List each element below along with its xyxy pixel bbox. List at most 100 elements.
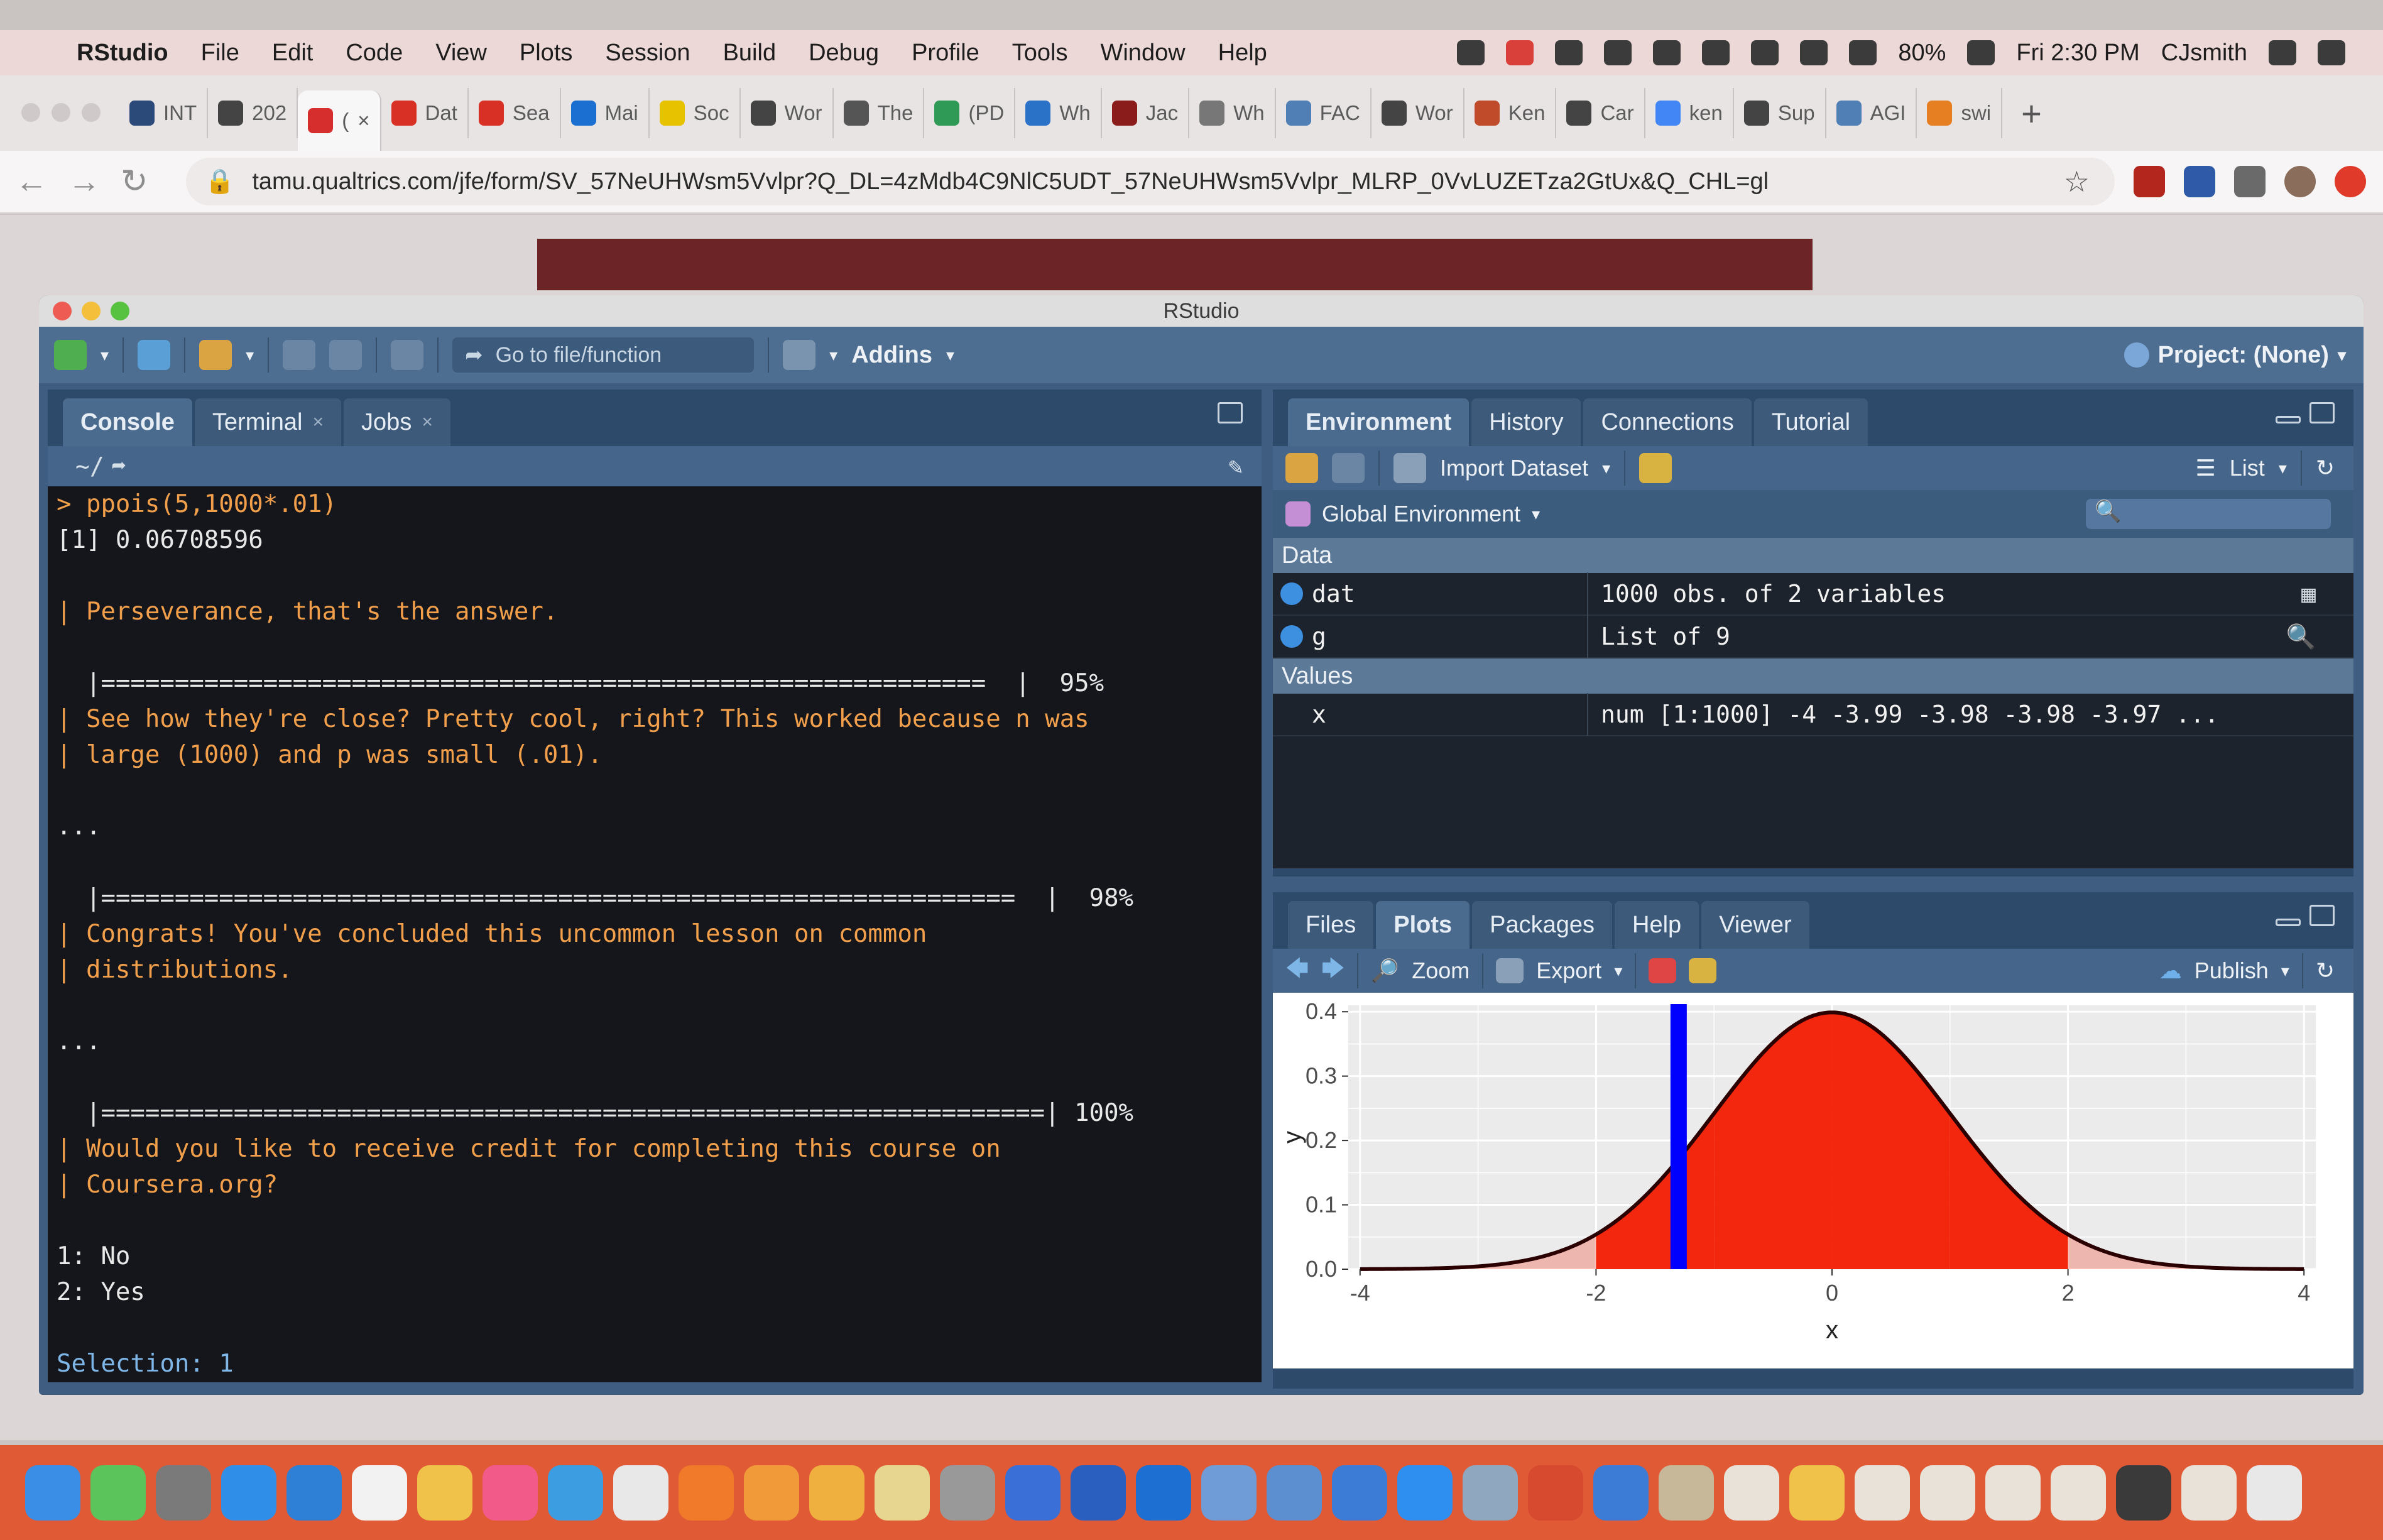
tab-environment[interactable]: Environment [1288, 398, 1470, 446]
global-environment-selector[interactable]: Global Environment ▾ 🔍 [1273, 490, 2353, 538]
dock-app-icon[interactable] [1528, 1465, 1583, 1521]
acrobat-extension-icon[interactable] [2134, 166, 2165, 197]
dock-app-icon[interactable] [548, 1465, 603, 1521]
browser-tab[interactable]: Sup [1734, 88, 1826, 138]
browser-tab[interactable]: The [834, 88, 925, 138]
forward-arrow-icon[interactable]: → [68, 163, 101, 200]
minimize-window-button[interactable] [82, 302, 101, 320]
dock-app-icon[interactable] [809, 1465, 864, 1521]
go-to-directory-icon[interactable]: ➦ [111, 452, 126, 480]
menu-debug[interactable]: Debug [809, 39, 880, 66]
dock-app-icon[interactable] [1005, 1465, 1061, 1521]
env-minimize-icon[interactable] [2276, 416, 2301, 423]
expand-row-icon[interactable] [1280, 625, 1303, 648]
dock-app-icon[interactable] [875, 1465, 930, 1521]
browser-tab[interactable]: (PD [924, 88, 1016, 138]
dock-app-icon[interactable] [613, 1465, 668, 1521]
console-output[interactable]: > ppois(5,1000*.01) [1] 0.06708596 | Perse… [48, 486, 1262, 1382]
tab-help[interactable]: Help [1615, 901, 1699, 949]
plots-maximize-icon[interactable] [2309, 905, 2335, 926]
new-file-dropdown-icon[interactable]: ▾ [101, 345, 109, 364]
dock-app-icon[interactable] [2247, 1465, 2302, 1521]
plots-minimize-icon[interactable] [2276, 919, 2301, 926]
dock-app-icon[interactable] [1071, 1465, 1126, 1521]
import-dataset-button[interactable]: Import Dataset [1440, 455, 1589, 481]
view-mode-dropdown-icon[interactable]: ▾ [2278, 458, 2287, 478]
zoom-status-icon[interactable] [1457, 40, 1485, 65]
dock-app-icon[interactable] [1463, 1465, 1518, 1521]
pause-status-icon[interactable] [1506, 40, 1534, 65]
dock-app-icon[interactable] [25, 1465, 80, 1521]
browser-tab[interactable]: AGI [1826, 88, 1917, 138]
dock-app-icon[interactable] [2051, 1465, 2106, 1521]
save-all-icon[interactable] [329, 340, 363, 370]
menu-edit[interactable]: Edit [271, 39, 314, 66]
open-file-icon[interactable] [199, 340, 232, 370]
dock-app-icon[interactable] [1789, 1465, 1845, 1521]
project-menu[interactable]: Project: (None) ▾ [2124, 342, 2346, 369]
browser-tab[interactable]: Wor [741, 88, 834, 138]
tab-plots[interactable]: Plots [1376, 901, 1470, 949]
refresh-environment-icon[interactable]: ↻ [2315, 455, 2335, 481]
print-icon[interactable] [391, 340, 424, 370]
dock-app-icon[interactable] [1659, 1465, 1714, 1521]
dock-app-icon[interactable] [2116, 1465, 2171, 1521]
load-workspace-icon[interactable] [1285, 453, 1318, 483]
profile-avatar[interactable] [2284, 166, 2316, 197]
next-plot-icon[interactable]: 🡆 [1321, 954, 1345, 981]
dock-app-icon[interactable] [1267, 1465, 1322, 1521]
browser-tab[interactable]: Wh [1189, 88, 1276, 138]
user-name[interactable]: CJsmith [2161, 39, 2247, 66]
input-flag-icon[interactable] [1751, 40, 1779, 65]
save-workspace-icon[interactable] [1332, 453, 1365, 483]
reload-icon[interactable]: ↻ [121, 163, 148, 200]
env-row-g[interactable]: g List of 9 🔍 [1273, 615, 2353, 658]
browser-tab[interactable]: Wor [1371, 88, 1464, 138]
url-field[interactable]: 🔒 tamu.qualtrics.com/jfe/form/SV_57NeUHW… [186, 158, 2115, 205]
dock-app-icon[interactable] [1985, 1465, 2041, 1521]
bookmark-star-icon[interactable]: ☆ [2063, 165, 2090, 198]
tab-connections[interactable]: Connections [1583, 398, 1752, 446]
tab-files[interactable]: Files [1288, 901, 1374, 949]
goto-file-function-field[interactable]: ➦ Go to file/function [452, 337, 755, 373]
dock-app-icon[interactable] [156, 1465, 211, 1521]
close-tab-icon[interactable]: × [357, 109, 370, 132]
console-working-dir[interactable]: ~/ [75, 452, 104, 480]
browser-minimize-dot[interactable] [52, 103, 70, 122]
pane-layout-icon[interactable] [783, 340, 816, 370]
publish-icon[interactable]: ☁ [2159, 958, 2182, 983]
new-file-icon[interactable] [54, 340, 87, 370]
clock[interactable]: Fri 2:30 PM [2016, 39, 2140, 66]
dock-app-icon[interactable] [2181, 1465, 2237, 1521]
wifi-icon[interactable] [1800, 40, 1828, 65]
expand-row-icon[interactable] [1280, 582, 1303, 605]
new-project-icon[interactable] [138, 340, 171, 370]
menu-tools[interactable]: Tools [1012, 39, 1068, 66]
tab-history[interactable]: History [1471, 398, 1581, 446]
menu-help[interactable]: Help [1218, 39, 1267, 66]
zoom-button[interactable]: Zoom [1412, 958, 1470, 983]
tab-jobs[interactable]: Jobs × [344, 398, 450, 446]
menu-window[interactable]: Window [1100, 39, 1186, 66]
menu-view[interactable]: View [435, 39, 487, 66]
bluetooth-icon[interactable] [1702, 40, 1730, 65]
browser-tab[interactable]: swi [1917, 88, 2003, 138]
view-search-icon[interactable]: 🔍 [2286, 622, 2316, 650]
tab-packages[interactable]: Packages [1472, 901, 1613, 949]
env-row-dat[interactable]: dat 1000 obs. of 2 variables ▦ [1273, 572, 2353, 616]
publish-dropdown-icon[interactable]: ▾ [2281, 961, 2289, 980]
browser-tab[interactable]: Dat [381, 88, 469, 138]
dock-app-icon[interactable] [1136, 1465, 1191, 1521]
browser-tab[interactable]: Jac [1102, 88, 1190, 138]
browser-close-dot[interactable] [21, 103, 40, 122]
dock-app-icon[interactable] [1593, 1465, 1649, 1521]
dock-app-icon[interactable] [744, 1465, 799, 1521]
dock-app-icon[interactable] [1855, 1465, 1910, 1521]
view-table-icon[interactable]: ▦ [2301, 580, 2316, 608]
spotlight-search-icon[interactable] [2269, 40, 2296, 65]
view-mode-button[interactable]: List [2229, 455, 2265, 481]
tab-viewer[interactable]: Viewer [1701, 901, 1809, 949]
dock-app-icon[interactable] [940, 1465, 995, 1521]
env-row-x[interactable]: x num [1:1000] -4 -3.99 -3.98 -3.98 -3.9… [1273, 693, 2353, 736]
url-text[interactable]: tamu.qualtrics.com/jfe/form/SV_57NeUHWsm… [252, 168, 1769, 195]
